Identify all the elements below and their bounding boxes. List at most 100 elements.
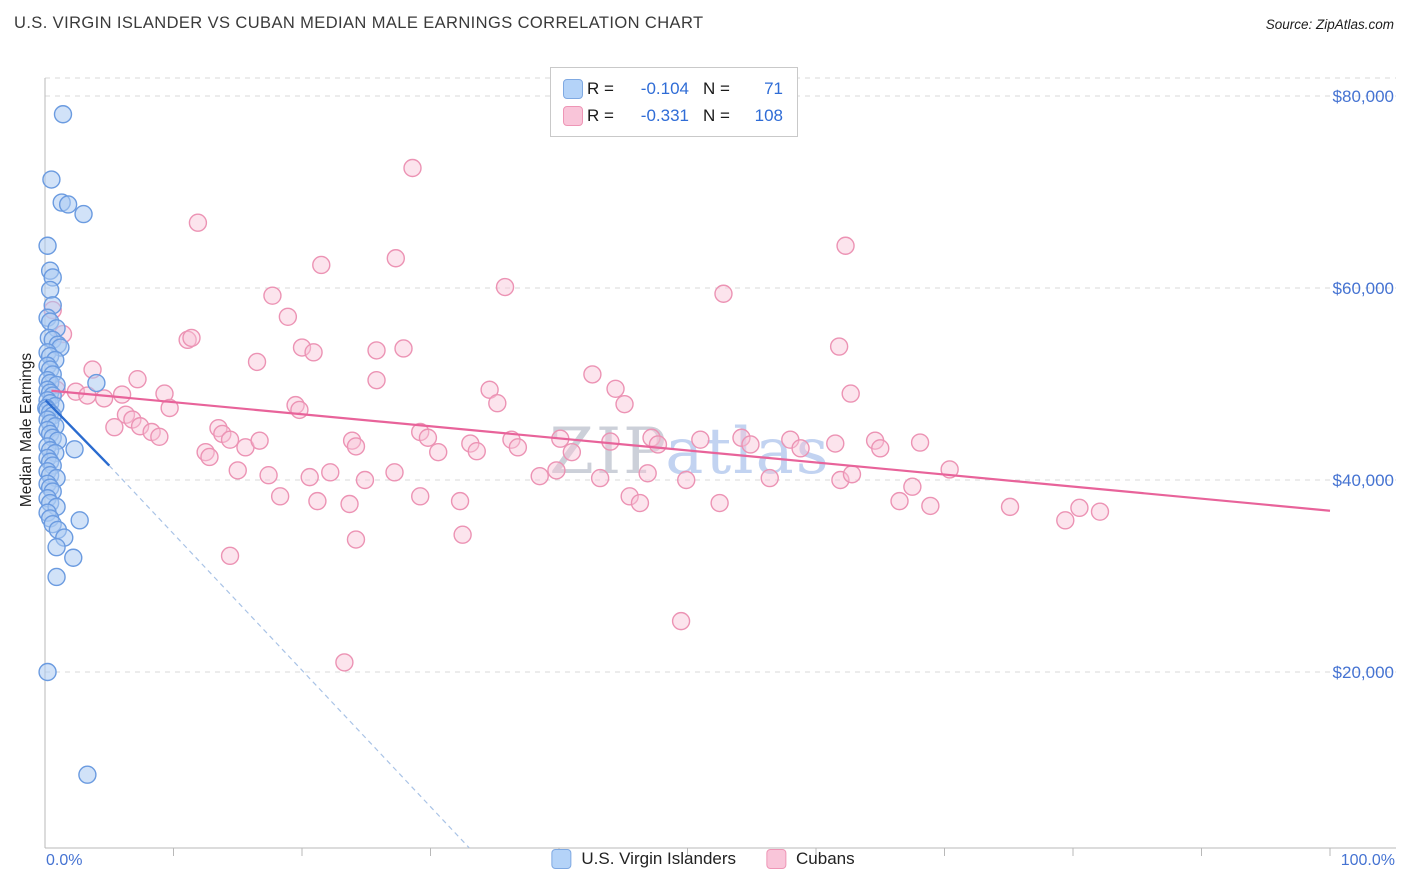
scatter-point-cubans [346,437,366,456]
scatter-point-cubans [630,493,650,513]
r-label: R = [587,105,614,125]
scatter-point-cubans [418,428,438,447]
n-label: N = [703,105,730,125]
legend-label-cubans: Cubans [796,849,855,868]
scatter-point-cubans [710,493,729,513]
scatter-point-cubans [367,341,386,360]
virgin-islanders-legend-swatch [551,849,572,869]
y-tick-label: $20,000 [1333,663,1394,682]
scatter-point-cubans [562,442,582,462]
legend-item-virgin-islanders: U.S. Virgin Islanders [551,849,736,869]
watermark-zip: ZIP [549,415,666,489]
scatter-point-cubans [346,530,366,549]
scatter-point-virgin-islanders [53,105,73,124]
scatter-point-cubans [836,236,855,255]
scatter-point-cubans [429,442,448,462]
scatter-point-cubans [150,427,169,446]
scatter-point-cubans [831,470,850,490]
source-attribution: Source: ZipAtlas.com [1265,17,1394,32]
scatter-point-cubans [355,470,375,490]
scatter-point-cubans [304,343,323,362]
legend-row-virgin-islanders: R = -0.104 N = 71 [563,75,783,102]
scatter-point-virgin-islanders [58,195,78,214]
scatter-point-cubans [160,398,179,418]
scatter-point-cubans [394,339,413,358]
scatter-point-cubans [200,447,219,467]
scatter-point-cubans [312,255,331,275]
scatter-point-cubans [259,466,278,485]
scatter-point-cubans [677,470,696,490]
scatter-point-cubans [453,525,472,544]
bottom-legend: U.S. Virgin Islanders Cubans [551,849,855,869]
scatter-point-cubans [910,433,930,452]
chart-title: U.S. VIRGIN ISLANDER VS CUBAN MEDIAN MAL… [14,14,704,32]
scatter-point-virgin-islanders [42,170,61,189]
scatter-point-cubans [130,417,150,436]
scatter-point-virgin-islanders [78,765,97,784]
scatter-point-cubans [590,468,610,488]
scatter-point-cubans [791,439,810,458]
scatter-point-virgin-islanders [47,538,66,557]
scatter-point-cubans [760,468,779,488]
scatter-point-cubans [270,487,290,506]
scatter-point-cubans [247,352,267,372]
scatter-point-cubans [450,491,470,511]
scatter-point-cubans [638,464,657,483]
scatter-point-cubans [385,463,404,482]
scatter-point-virgin-islanders [38,236,57,255]
scatter-point-virgin-islanders [38,662,57,682]
scatter-point-cubans [620,487,639,506]
correlation-legend-box: R = -0.104 N = 71 R = -0.331 N = 108 [550,67,798,137]
legend-item-cubans: Cubans [766,849,855,869]
scatter-point-cubans [263,286,282,305]
y-axis-label: Median Male Earnings [18,352,35,508]
scatter-point-cubans [741,435,760,454]
scatter-point-cubans [508,438,528,457]
scatter-point-cubans [220,430,240,449]
y-tick-label: $40,000 [1333,471,1394,490]
scatter-point-cubans [714,284,733,303]
scatter-point-cubans [691,430,710,449]
y-tick-label: $80,000 [1333,87,1394,106]
scatter-point-cubans [615,394,634,414]
scatter-point-cubans [841,384,860,403]
scatter-point-virgin-islanders [40,280,60,300]
scatter-point-cubans [495,277,515,297]
scatter-point-cubans [220,546,240,566]
trendline-cubans [51,389,1331,512]
y-tick-label: $60,000 [1333,279,1394,298]
x-axis-min-label: 0.0% [46,852,83,869]
r-value-virgin-islanders: -0.104 [640,78,689,98]
scatter-point-cubans [1056,511,1075,530]
trendline-virgin-islanders-extension [108,465,470,849]
scatter-point-cubans [386,249,406,268]
scatter-point-cubans [278,307,298,326]
scatter-point-cubans [606,379,625,398]
cubans-swatch [563,105,583,126]
scatter-point-cubans [182,328,201,348]
scatter-point-virgin-islanders [47,567,66,587]
scatter-point-cubans [290,400,309,420]
scatter-point-cubans [488,394,507,413]
scatter-point-cubans [250,431,269,450]
scatter-point-cubans [1070,498,1089,518]
scatter-point-cubans [826,434,845,453]
scatter-point-cubans [547,461,566,480]
scatter-point-cubans [921,496,940,516]
scatter-point-cubans [228,461,247,480]
scatter-point-cubans [530,466,549,486]
legend-label-virgin-islanders: U.S. Virgin Islanders [581,849,737,868]
scatter-point-cubans [829,337,849,356]
scatter-point-cubans [188,213,208,232]
r-value-cubans: -0.331 [640,105,689,125]
scatter-point-cubans [335,653,354,672]
scatter-point-cubans [1000,497,1020,517]
x-axis-max-label: 100.0% [1340,852,1395,869]
scatter-point-cubans [112,385,132,404]
scatter-point-cubans [671,611,691,631]
scatter-point-cubans [890,491,909,511]
scatter-point-cubans [648,435,668,454]
n-value-cubans: 108 [754,105,783,125]
